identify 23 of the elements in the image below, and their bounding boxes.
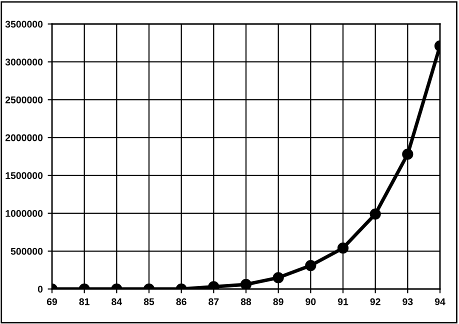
x-tick-label: 88	[240, 298, 252, 306]
y-tick-label: 1000000	[6, 210, 43, 217]
y-tick-label: 0	[38, 286, 43, 293]
y-tick-label: 3500000	[5, 20, 43, 28]
x-tick-label: 81	[79, 298, 90, 306]
y-tick-label: 2000000	[5, 134, 43, 142]
point	[402, 148, 414, 160]
x-tick-label: 69	[46, 298, 58, 306]
x-tick-label: 90	[306, 298, 316, 306]
x-tick-label: 91	[338, 298, 348, 306]
y-tick-label: 3000000	[5, 58, 43, 66]
x-tick-label: 92	[370, 298, 380, 306]
x-tick-label: 94	[434, 298, 446, 306]
x-tick-label: 86	[176, 298, 186, 306]
x-tick-label: 85	[144, 298, 154, 306]
x-tick-label: 93	[402, 298, 413, 306]
x-tick-label: 84	[112, 298, 122, 306]
x-tick-label: 89	[273, 298, 284, 306]
point	[370, 208, 381, 220]
y-tick-label: 500000	[10, 248, 43, 255]
y-tick-label: 1500000	[6, 172, 43, 180]
x-tick-label: 87	[208, 298, 219, 306]
y-tick-label: 2500000	[5, 96, 43, 104]
